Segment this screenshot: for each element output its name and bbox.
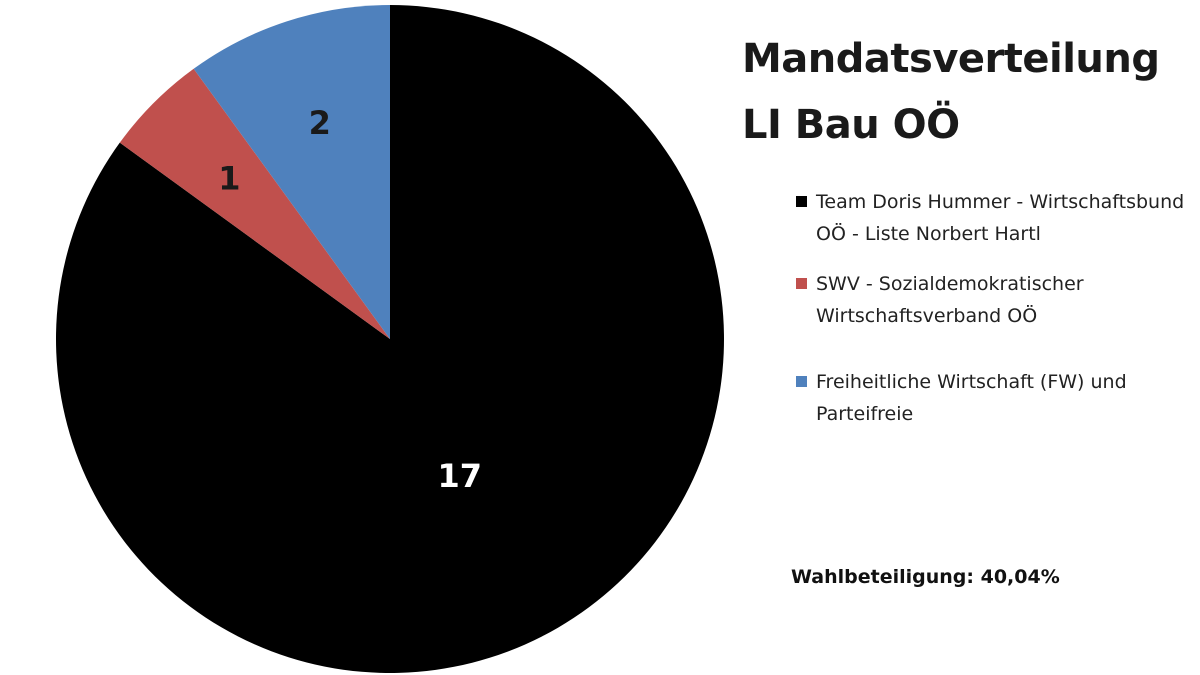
legend-item: SWV - Sozialdemokratischer Wirtschaftsve… [796, 268, 1191, 332]
slice-data-label: 17 [437, 457, 482, 495]
legend-swatch [796, 376, 807, 387]
legend-swatch [796, 196, 807, 207]
legend-item: Team Doris Hummer - Wirtschaftsbund OÖ -… [796, 186, 1191, 250]
pie-slice [193, 5, 390, 339]
legend-label: Freiheitliche Wirtschaft (FW) und Partei… [816, 371, 1127, 425]
turnout-annotation: Wahlbeteiligung: 40,04% [791, 566, 1060, 588]
legend-item: Freiheitliche Wirtschaft (FW) und Partei… [796, 366, 1191, 430]
legend-label: SWV - Sozialdemokratischer Wirtschaftsve… [816, 273, 1084, 327]
chart-title: Mandatsverteilung LI Bau OÖ [742, 26, 1192, 158]
legend-label: Team Doris Hummer - Wirtschaftsbund OÖ -… [816, 191, 1185, 245]
chart-title-line-2: LI Bau OÖ [742, 102, 960, 148]
legend-swatch [796, 278, 807, 289]
pie-slice [119, 68, 390, 339]
chart-title-line-1: Mandatsverteilung [742, 36, 1160, 82]
slice-data-label: 1 [218, 159, 240, 197]
chart-legend: Team Doris Hummer - Wirtschaftsbund OÖ -… [796, 186, 1191, 448]
slice-data-label: 2 [309, 104, 331, 142]
